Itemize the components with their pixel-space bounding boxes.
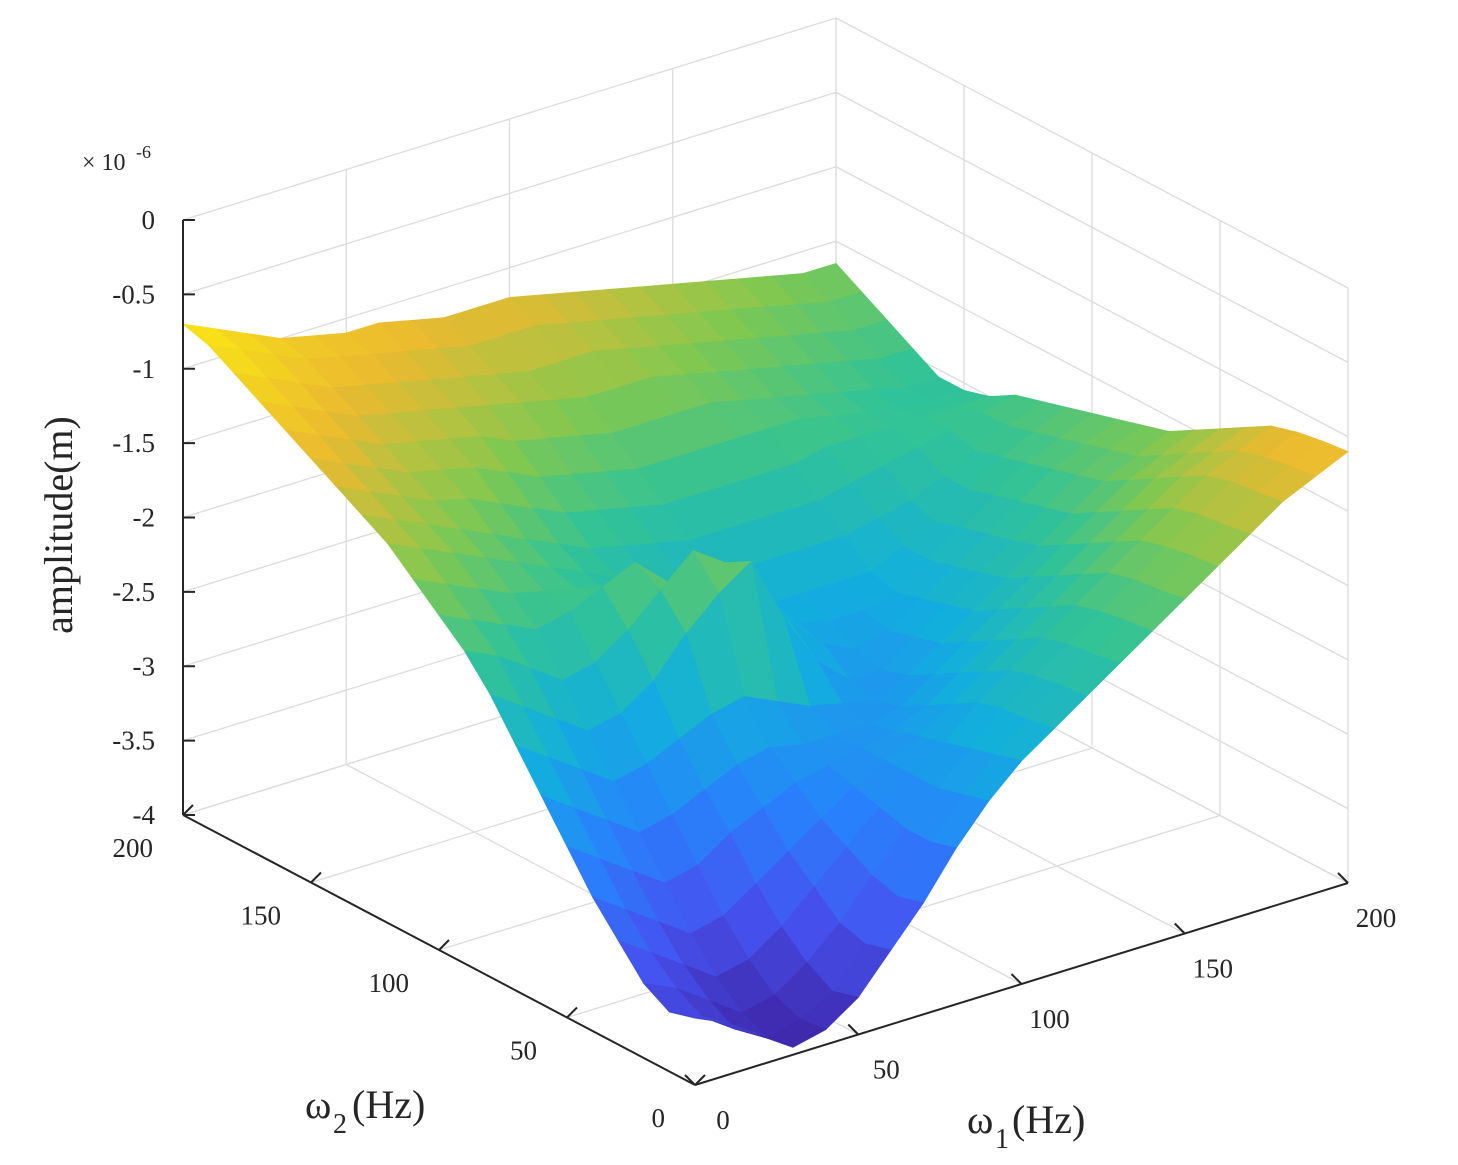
z-tick-label: -1.5 [112, 428, 155, 458]
x-tick [684, 1074, 696, 1086]
tick-labels: 0 -0.5 -1 -1.5 -2 -2.5 -3 -3.5 -4 0 50 100 150 200 0 50… [112, 205, 1396, 1135]
x-tick [1010, 973, 1023, 985]
x-tick [1337, 872, 1349, 884]
z-exponent-label: × 10 [82, 150, 126, 176]
y-tick-label: 50 [510, 1036, 537, 1066]
x-tick-label: 200 [1356, 903, 1397, 933]
surface-mesh [181, 262, 1349, 1048]
svg-text:ω: ω [967, 1097, 993, 1142]
y-tick [566, 1006, 578, 1019]
y-tick-label: 100 [369, 968, 410, 998]
z-tick-label: -3.5 [112, 726, 155, 756]
x-tick [847, 1023, 859, 1036]
y-tick-label: 200 [113, 833, 154, 863]
y-tick-label: 0 [652, 1103, 666, 1133]
z-tick-label: -0.5 [112, 279, 155, 309]
x-axis-label: ω 1 (Hz) [967, 1097, 1085, 1155]
z-tick-label: -4 [133, 800, 156, 830]
x-tick-label: 150 [1193, 954, 1234, 984]
x-tick-label: 50 [873, 1055, 900, 1085]
x-tick-label: 100 [1029, 1004, 1070, 1034]
svg-text:1: 1 [995, 1124, 1009, 1155]
y-tick [694, 1074, 706, 1086]
y-axis-label: ω 2 (Hz) [305, 1082, 425, 1140]
y-tick [310, 871, 322, 884]
x-tick-label: 0 [716, 1105, 730, 1135]
surface-patch [669, 1011, 728, 1024]
z-tick-label: -2 [133, 503, 156, 533]
z-tick-label: 0 [142, 205, 156, 235]
y-tick [438, 939, 450, 951]
svg-text:ω: ω [305, 1082, 331, 1127]
y-tick [182, 804, 194, 816]
x-tick [1174, 922, 1186, 935]
svg-text:(Hz): (Hz) [352, 1082, 425, 1127]
y-tick-label: 150 [241, 901, 282, 931]
z-tick-label: -2.5 [112, 577, 155, 607]
z-tick-label: -1 [133, 354, 156, 384]
z-exponent-power: -6 [136, 142, 151, 162]
svg-text:2: 2 [333, 1109, 347, 1140]
z-axis-label: amplitude(m) [36, 416, 81, 634]
svg-text:(Hz): (Hz) [1012, 1097, 1085, 1142]
z-tick-label: -3 [133, 651, 156, 681]
